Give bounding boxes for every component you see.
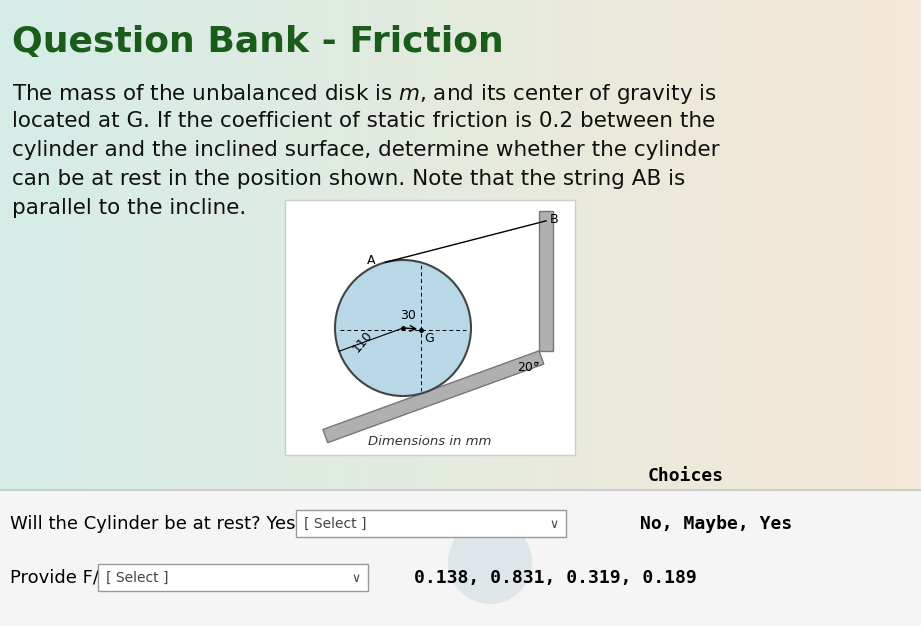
Polygon shape: [323, 351, 543, 443]
Text: ∨: ∨: [550, 518, 558, 530]
Text: No, Maybe, Yes: No, Maybe, Yes: [640, 515, 792, 533]
FancyBboxPatch shape: [296, 510, 566, 537]
Text: parallel to the incline.: parallel to the incline.: [12, 198, 246, 218]
Text: 110: 110: [350, 329, 376, 355]
Polygon shape: [539, 211, 553, 351]
Text: Provide F/N: Provide F/N: [10, 569, 112, 587]
Text: Will the Cylinder be at rest? Yes or No?: Will the Cylinder be at rest? Yes or No?: [10, 515, 359, 533]
Text: Question Bank - Friction: Question Bank - Friction: [12, 25, 504, 59]
Text: can be at rest in the position shown. Note that the string AB is: can be at rest in the position shown. No…: [12, 169, 685, 189]
FancyBboxPatch shape: [98, 564, 368, 591]
Text: Choices: Choices: [648, 467, 724, 485]
Text: ∨: ∨: [352, 572, 360, 585]
Circle shape: [335, 260, 471, 396]
Text: [ Select ]: [ Select ]: [106, 571, 169, 585]
Text: 20°: 20°: [517, 361, 540, 374]
Text: B: B: [550, 213, 559, 227]
Text: Dimensions in mm: Dimensions in mm: [368, 435, 492, 448]
Bar: [285, 200, 575, 455]
Text: 30: 30: [400, 309, 416, 322]
Text: A: A: [367, 254, 376, 267]
Circle shape: [448, 520, 532, 604]
Text: G: G: [424, 332, 434, 345]
Text: located at G. If the coefficient of static friction is 0.2 between the: located at G. If the coefficient of stat…: [12, 111, 716, 131]
Bar: [0, 490, 921, 626]
Text: [ Select ]: [ Select ]: [304, 517, 367, 531]
Text: The mass of the unbalanced disk is $m$, and its center of gravity is: The mass of the unbalanced disk is $m$, …: [12, 82, 717, 106]
Text: cylinder and the inclined surface, determine whether the cylinder: cylinder and the inclined surface, deter…: [12, 140, 719, 160]
Text: 0.138, 0.831, 0.319, 0.189: 0.138, 0.831, 0.319, 0.189: [414, 569, 697, 587]
